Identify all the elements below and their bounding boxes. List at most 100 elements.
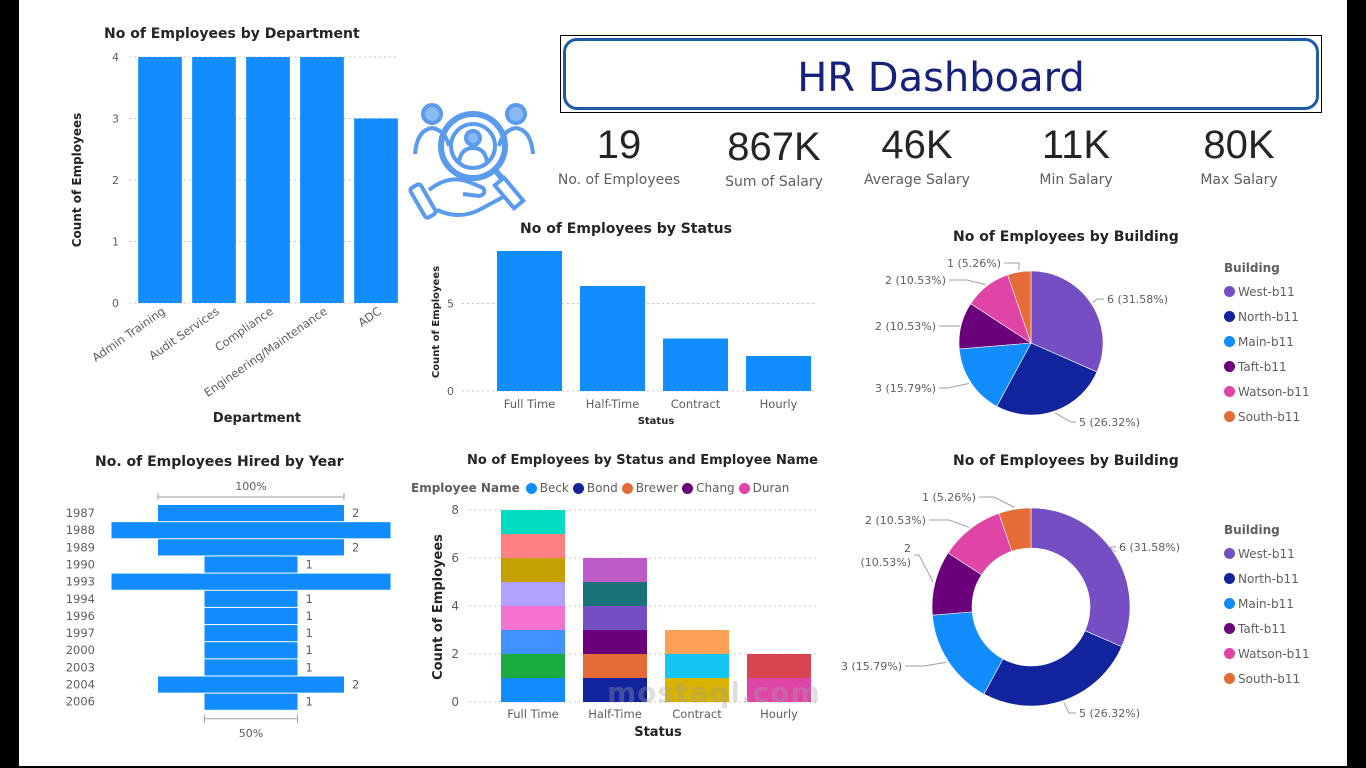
dashboard-canvas: HR Dashboard 19 No. of Employees 867K Su… [19,0,1347,766]
funnel-bar [204,556,298,573]
legend-item[interactable]: Main-b11 [1224,329,1310,354]
y-tick-label: 4 [112,51,119,64]
building-pie-chart: 6 (31.58%) 5 (26.32%) 3 (15.79%) 2 (10.53%)… [875,257,1168,429]
legend-marker [1224,411,1235,422]
legend-item[interactable]: Duran [738,481,789,495]
legend-label: Brewer [635,481,679,495]
y-axis-title: Count of Employees [70,113,84,248]
y-category-label: 1997 [66,626,95,640]
data-label: 6 (31.58%) [1107,293,1168,306]
bar [746,356,811,391]
legend-item[interactable]: Taft-b11 [1224,616,1310,641]
data-label: 2 [352,540,359,554]
legend-item[interactable]: Main-b11 [1224,591,1310,616]
leader-line [1054,412,1076,423]
stack-segment [501,678,565,702]
legend-item[interactable]: North-b11 [1224,566,1310,591]
legend-label: West-b11 [1238,284,1295,299]
hired-by-year-chart: 1987 2 1988 1989 2 1990 1 1993 1994 1 1996 1 1997 1 20… [66,480,391,740]
building-donut-title: No of Employees by Building [953,453,1179,469]
x-tick-label: ADC [355,304,383,330]
y-axis-title: Count of Employees [431,534,446,680]
pie-slice [1007,270,1032,344]
stack-segment [501,630,565,654]
legend-item[interactable]: Bond [572,481,618,495]
stack-segment [501,654,565,678]
data-label: 2 (10.53%) [875,320,936,333]
bar [580,286,645,391]
funnel-bar [204,693,298,710]
data-label: 5 (26.32%) [1079,707,1140,720]
legend-label: West-b11 [1238,546,1295,561]
stack-segment [583,582,647,606]
legend-item[interactable]: Chang [682,481,735,495]
y-axis-title: Count of Employees [431,266,442,378]
legend-item[interactable]: North-b11 [1224,304,1310,329]
leader-line [905,661,947,667]
legend-item[interactable]: Taft-b11 [1224,354,1310,379]
data-label: 1 [306,609,313,623]
legend-item[interactable]: Brewer [621,481,679,495]
y-tick-label: 2 [112,174,119,187]
stack-segment [583,558,647,582]
y-category-label: 1988 [66,523,95,537]
y-category-label: 1987 [66,506,95,520]
leader-line [949,279,986,286]
stack-segment [583,630,647,654]
pie-slice [1030,507,1131,648]
data-label: 6 (31.58%) [1119,541,1180,554]
legend-item[interactable]: South-b11 [1224,666,1310,691]
legend-label: Taft-b11 [1238,359,1287,374]
legend-marker [1224,673,1235,684]
bar [663,338,728,391]
bar [192,57,236,303]
data-label: 2 (10.53%) [885,274,946,287]
legend-item[interactable]: West-b11 [1224,279,1310,304]
stack-segment [583,654,647,678]
legend-title: Building [1224,523,1280,537]
legend-item[interactable]: South-b11 [1224,404,1310,429]
legend-item[interactable]: Watson-b11 [1224,379,1310,404]
kpi-label: Max Salary [1200,172,1278,188]
x-axis-title: Status [634,725,682,740]
kpi-value: 867K [727,125,821,169]
kpi-value: 80K [1203,123,1275,167]
employee-name-legend: Employee Name Beck Bond Brewer Chang Duran [411,481,793,495]
legend-marker [682,482,694,494]
y-tick-label: 3 [112,113,119,126]
leader-line [1063,702,1076,714]
legend-label: Watson-b11 [1238,646,1310,661]
data-label: 1 [306,660,313,674]
kpi-label: Sum of Salary [725,174,823,190]
y-category-label: 1996 [66,609,95,623]
title-banner: HR Dashboard [560,35,1322,113]
legend-label: Bond [586,481,618,495]
y-category-label: 1993 [66,575,95,589]
y-tick-label: 1 [112,236,119,249]
legend-item[interactable]: Watson-b11 [1224,641,1310,666]
funnel-bar [204,607,298,625]
bar [300,57,344,303]
x-tick-label: Hourly [760,397,798,411]
legend-marker [1224,361,1235,372]
pie-slice [958,342,1032,407]
leader-line [939,324,960,327]
legend-label: Watson-b11 [1238,384,1310,399]
stack-segment [501,558,565,582]
y-category-label: 2004 [66,678,95,692]
legend-item[interactable]: Beck [525,481,569,495]
leader-line [929,519,970,528]
stack-segment [665,654,729,678]
data-label: (10.53%) [860,556,911,569]
bar [246,57,290,303]
y-category-label: 2006 [66,695,95,709]
legend-marker [621,482,633,494]
kpi-value: 11K [1041,123,1111,167]
kpi-max-salary: 80K Max Salary [1164,122,1314,188]
legend-item[interactable]: West-b11 [1224,541,1310,566]
building-pie-legend: Building West-b11 North-b11 Main-b11 Taft-b… [1224,261,1310,429]
title-banner-frame: HR Dashboard [563,38,1319,110]
stack-segment [501,534,565,558]
x-tick-label: Half-Time [586,397,640,411]
funnel-bar [158,539,344,556]
